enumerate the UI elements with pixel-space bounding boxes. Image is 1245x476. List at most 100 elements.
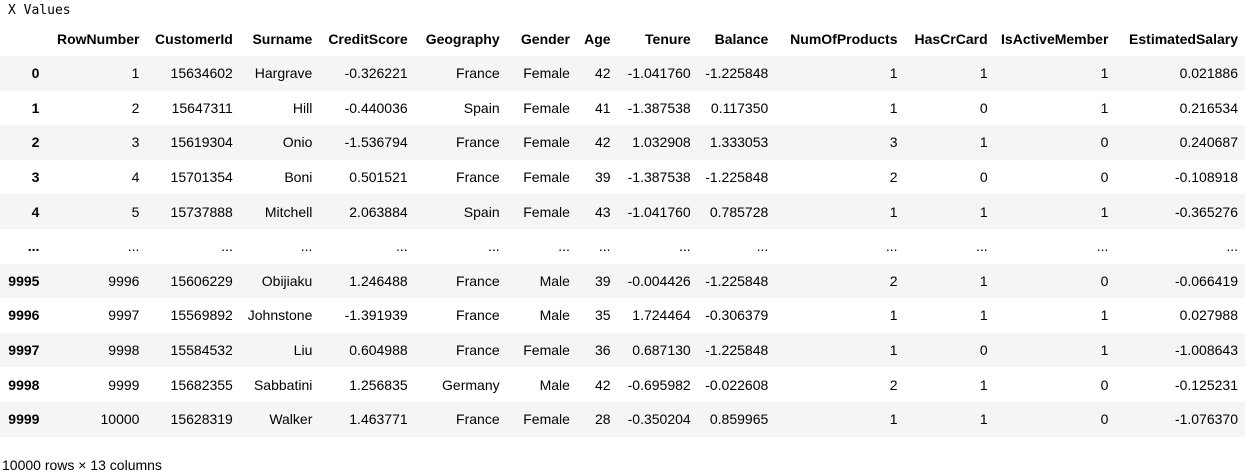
table-cell: Male bbox=[539, 272, 570, 289]
dataframe-table: RowNumber CustomerId Surname CreditScore… bbox=[0, 22, 1245, 437]
table-cell: France bbox=[456, 307, 500, 324]
table-cell: 0.604988 bbox=[349, 342, 408, 359]
table-row: 9997 9998 15584532 Liu 0.604988 France Female 3… bbox=[0, 332, 1245, 368]
table-cell: 2 bbox=[889, 376, 898, 393]
table-cell: 41 bbox=[595, 99, 611, 116]
table-cell: Female bbox=[523, 411, 570, 428]
table-cell: 1.246488 bbox=[349, 272, 408, 289]
table-cell: 15628319 bbox=[170, 411, 233, 428]
table-cell: 42 bbox=[595, 134, 611, 151]
column-header: Tenure bbox=[645, 31, 691, 47]
table-cell: 0 bbox=[979, 169, 988, 186]
table-cell: ... bbox=[679, 238, 691, 255]
table-cell: 1 bbox=[979, 65, 988, 82]
table-cell: Mitchell bbox=[264, 203, 313, 220]
table-cell: Male bbox=[539, 376, 570, 393]
table-cell: 0 bbox=[979, 99, 988, 116]
table-cell: 0 bbox=[1100, 134, 1109, 151]
table-cell: 1 bbox=[889, 411, 898, 428]
table-cell: 0.117350 bbox=[710, 99, 769, 116]
table-cell: 2 bbox=[131, 99, 140, 116]
table-cell: -0.004426 bbox=[627, 272, 691, 289]
table-cell: 9999 bbox=[108, 376, 140, 393]
column-header: RowNumber bbox=[57, 31, 140, 47]
table-cell: 0 bbox=[1100, 169, 1109, 186]
table-cell: Female bbox=[523, 65, 570, 82]
column-header: Geography bbox=[425, 31, 500, 47]
table-cell: ... bbox=[598, 238, 611, 255]
column-header: EstimatedSalary bbox=[1129, 31, 1238, 47]
table-cell: 28 bbox=[595, 411, 611, 428]
table-cell: -1.536794 bbox=[344, 134, 408, 151]
table-cell: -0.326221 bbox=[344, 65, 408, 82]
table-cell: 1.333053 bbox=[709, 134, 769, 151]
table-row: 9995 9996 15606229 Obijiaku 1.246488 France Ma… bbox=[0, 263, 1245, 299]
table-cell: 1 bbox=[1100, 65, 1109, 82]
row-index: 4 bbox=[31, 203, 40, 220]
table-cell: 1 bbox=[889, 342, 898, 359]
table-cell: Johnstone bbox=[247, 307, 313, 324]
table-cell: -1.387538 bbox=[627, 169, 691, 186]
table-cell: 0.027988 bbox=[1179, 307, 1238, 324]
table-cell: -1.041760 bbox=[627, 65, 691, 82]
table-cell: 0 bbox=[1100, 376, 1109, 393]
row-index: 9999 bbox=[8, 411, 40, 428]
table-cell: 1 bbox=[979, 411, 988, 428]
table-cell: 1 bbox=[1100, 307, 1109, 324]
table-cell: 39 bbox=[595, 169, 611, 186]
table-cell: France bbox=[456, 134, 500, 151]
table-cell: -0.022608 bbox=[705, 376, 769, 393]
table-cell: -1.076370 bbox=[1174, 411, 1238, 428]
table-cell: 10000 bbox=[100, 411, 140, 428]
column-header: Gender bbox=[520, 31, 570, 47]
table-cell: 15634602 bbox=[170, 65, 233, 82]
row-index: 9997 bbox=[8, 342, 40, 359]
column-header: CreditScore bbox=[328, 31, 408, 47]
table-cell: 1.032908 bbox=[632, 134, 691, 151]
table-cell: Obijiaku bbox=[261, 272, 313, 289]
column-header: CustomerId bbox=[155, 31, 233, 47]
table-cell: -1.391939 bbox=[344, 307, 408, 324]
table-cell: 43 bbox=[595, 203, 611, 220]
table-cell: Female bbox=[523, 99, 570, 116]
table-row: 2 3 15619304 Onio -1.536794 France Female 42 1.0… bbox=[0, 125, 1245, 160]
table-cell: -1.225848 bbox=[705, 169, 769, 186]
table-cell: 1 bbox=[1100, 99, 1109, 116]
table-cell: -0.125231 bbox=[1174, 376, 1238, 393]
row-index: 9998 bbox=[8, 376, 40, 393]
table-cell: 0.859965 bbox=[709, 411, 769, 428]
table-cell: 0.021886 bbox=[1179, 65, 1238, 82]
table-cell: 5 bbox=[131, 203, 140, 220]
table-cell: France bbox=[456, 342, 500, 359]
table-cell: 3 bbox=[131, 134, 140, 151]
table-cell: 1.724464 bbox=[632, 307, 691, 324]
table-cell: Spain bbox=[463, 203, 500, 220]
column-header: Surname bbox=[252, 31, 313, 47]
table-cell: 15737888 bbox=[170, 203, 233, 220]
table-cell: 15584532 bbox=[170, 342, 233, 359]
table-cell: 39 bbox=[595, 272, 611, 289]
table-cell: Female bbox=[523, 134, 570, 151]
table-cell: 15647311 bbox=[171, 99, 233, 116]
table-cell: 15619304 bbox=[170, 134, 233, 151]
table-cell: ... bbox=[221, 238, 233, 255]
table-cell: France bbox=[456, 65, 500, 82]
table-row: 9996 9997 15569892 Johnstone -1.391939 France… bbox=[0, 298, 1245, 333]
table-cell: 2 bbox=[889, 169, 898, 186]
table-cell: 0.687130 bbox=[632, 342, 691, 359]
table-cell: 15682355 bbox=[170, 376, 233, 393]
table-cell: 9997 bbox=[108, 307, 140, 324]
table-row: 1 2 15647311 Hill -0.440036 Spain Female 41 -1.3… bbox=[0, 91, 1245, 126]
table-cell: 4 bbox=[131, 169, 140, 186]
table-cell: 1 bbox=[1100, 203, 1109, 220]
table-cell: ... bbox=[300, 238, 313, 255]
table-cell: Female bbox=[523, 342, 570, 359]
table-cell: 3 bbox=[889, 134, 898, 151]
table-cell: Male bbox=[539, 307, 570, 324]
column-header: IsActiveMember bbox=[1001, 31, 1109, 47]
table-row: ........................................… bbox=[0, 229, 1245, 264]
table-row: 9999 10000 15628319 Walker 1.463771 France Fem… bbox=[0, 401, 1245, 437]
table-cell: Onio bbox=[282, 134, 313, 151]
table-cell: Boni bbox=[284, 169, 313, 186]
table-cell: 1 bbox=[889, 65, 898, 82]
